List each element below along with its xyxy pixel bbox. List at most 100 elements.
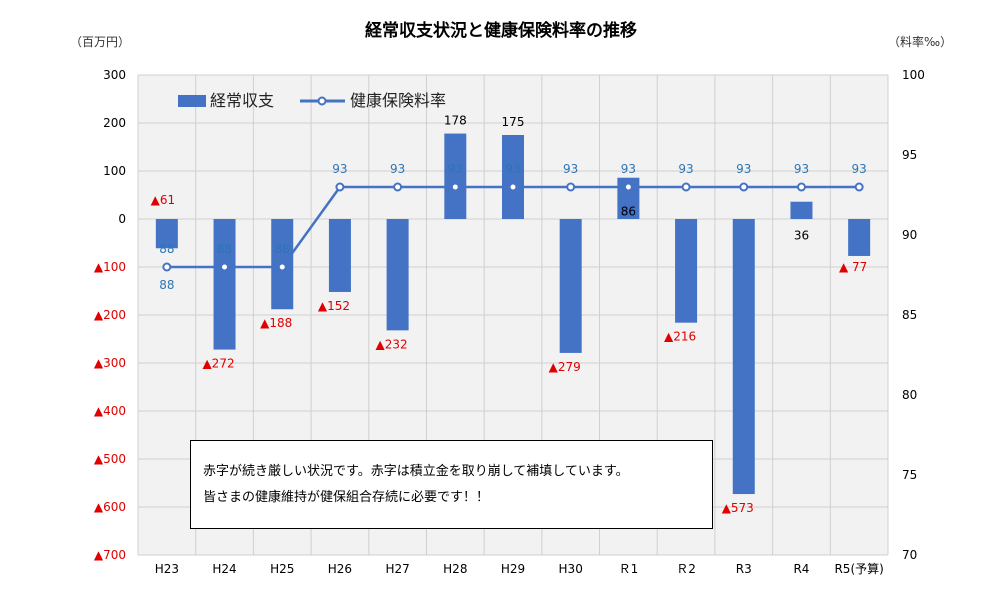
right-axis-unit: （料率‰） [888, 34, 952, 49]
left-axis-ticks: 300 200 100 0 ▲100 ▲200 ▲300 ▲400 ▲500 ▲600 ▲700 [94, 68, 126, 562]
category-label: R3 [736, 562, 752, 576]
left-tick-label: 200 [103, 116, 126, 130]
left-tick-label: ▲500 [94, 452, 126, 466]
right-axis-ticks: 100 95 90 85 80 75 70 [902, 68, 925, 562]
rate-label-H28: 93 [448, 162, 463, 176]
bar-Ｒ2 [675, 219, 698, 323]
rate-point-R5(予算) [854, 182, 864, 192]
left-tick-label: ▲700 [94, 548, 126, 562]
rate-label-H30: 93 [563, 162, 578, 176]
right-tick-label: 100 [902, 68, 925, 82]
legend: 経常収支 健康保険料率 [178, 91, 446, 110]
bar-label-H29: 175 [502, 115, 525, 129]
bar-R3 [732, 219, 755, 495]
rate-point-Ｒ1 [623, 182, 633, 192]
legend-bar-label: 経常収支 [210, 91, 274, 110]
category-label: Ｒ2 [676, 562, 696, 576]
category-label: R5(予算) [834, 561, 883, 576]
line-data-labels: 88 88 88 93 93 93 93 93 93 93 93 93 93 88 [159, 162, 867, 292]
rate-point-R3 [739, 182, 749, 192]
left-tick-label: ▲300 [94, 356, 126, 370]
rate-label-H27: 93 [390, 162, 405, 176]
legend-bar-swatch [178, 95, 206, 107]
right-tick-label: 75 [902, 468, 917, 482]
rate-point-H28 [450, 182, 460, 192]
annotation-line-2: 皆さまの健康維持が健保組合存続に必要です！！ [203, 490, 490, 505]
rate-point-H23 [162, 262, 172, 272]
line-series [162, 182, 864, 272]
bar-label-H26: ▲152 [318, 299, 350, 313]
rate-point-H25 [277, 262, 287, 272]
rate-label-H23: 88 [159, 242, 174, 256]
right-tick-label: 85 [902, 308, 917, 322]
rate-label-R3: 93 [736, 162, 751, 176]
rate-label-R4: 93 [794, 162, 809, 176]
bar-data-labels: ▲61 ▲272 ▲188 ▲152 ▲232 178 175 ▲279 86 ▲216 ▲573 3… [151, 114, 868, 515]
left-tick-label: 100 [103, 164, 126, 178]
rate-point-R4 [796, 182, 806, 192]
left-axis-unit: （百万円） [70, 35, 130, 49]
bar-label-H30: ▲279 [549, 360, 581, 374]
chart-title: 経常収支状況と健康保険料率の推移 [365, 20, 637, 41]
category-label: H26 [328, 562, 352, 576]
bar-H24 [213, 219, 236, 350]
rate-label-H25: 88 [275, 242, 290, 256]
left-tick-label: 0 [118, 212, 126, 226]
category-label: H24 [212, 562, 236, 576]
category-label: H30 [559, 562, 583, 576]
legend-line-label: 健康保険料率 [350, 91, 446, 110]
right-tick-label: 90 [902, 228, 917, 242]
category-label: Ｒ1 [619, 562, 639, 576]
bar-series [155, 133, 871, 495]
bar-R5(予算) [848, 219, 871, 256]
category-axis-labels: H23 H24 H25 H26 H27 H28 H29 H30 Ｒ1 Ｒ2 R3 R4 R5(予算) [155, 561, 884, 576]
rate-label-Ｒ2: 93 [678, 162, 693, 176]
left-tick-label: 300 [103, 68, 126, 82]
bar-H29 [502, 135, 524, 219]
bar-label-H28: 178 [444, 114, 467, 128]
rate-label-below-H23: 88 [159, 278, 174, 292]
bar-H28 [444, 133, 467, 219]
rate-point-H26 [335, 182, 345, 192]
left-tick-label: ▲600 [94, 500, 126, 514]
annotation-line-1: 赤字が続き厳しい状況です。赤字は積立金を取り崩して補填しています。 [203, 464, 629, 479]
left-tick-label: ▲200 [94, 308, 126, 322]
bar-label-R5(予算): ▲ 77 [839, 260, 867, 274]
left-tick-label: ▲100 [94, 260, 126, 274]
rate-point-Ｒ2 [681, 182, 691, 192]
category-label: R4 [793, 562, 809, 576]
bar-label-H27: ▲232 [376, 337, 408, 351]
bar-label-R4: 36 [794, 229, 809, 243]
bar-label-H25: ▲188 [260, 316, 292, 330]
right-tick-label: 70 [902, 548, 917, 562]
bar-H30 [559, 219, 582, 353]
legend-line-marker [317, 96, 327, 106]
bar-label-R3: ▲573 [722, 501, 754, 515]
category-label: H27 [385, 562, 409, 576]
category-label: H29 [501, 562, 525, 576]
rate-point-H29 [508, 182, 518, 192]
bar-label-Ｒ2: ▲216 [664, 330, 696, 344]
bar-H23 [155, 219, 178, 249]
bar-R4 [790, 201, 813, 219]
rate-label-H26: 93 [332, 162, 347, 176]
bar-H27 [386, 219, 409, 331]
category-label: H23 [155, 562, 179, 576]
category-label: H25 [270, 562, 294, 576]
bar-label-Ｒ1: 86 [621, 205, 636, 219]
right-tick-label: 95 [902, 148, 917, 162]
rate-label-Ｒ1: 93 [621, 162, 636, 176]
bar-H26 [328, 219, 351, 292]
bar-label-H23: ▲61 [151, 193, 176, 207]
left-tick-label: ▲400 [94, 404, 126, 418]
category-label: H28 [443, 562, 467, 576]
rate-label-H24: 88 [217, 242, 232, 256]
bar-label-H24: ▲272 [202, 357, 234, 371]
right-tick-label: 80 [902, 388, 917, 402]
rate-label-R5(予算): 93 [852, 162, 867, 176]
annotation-box: 赤字が続き厳しい状況です。赤字は積立金を取り崩して補填しています。 皆さまの健康… [190, 440, 713, 529]
rate-point-H27 [393, 182, 403, 192]
rate-label-H29: 93 [505, 162, 520, 176]
rate-point-H24 [220, 262, 230, 272]
rate-point-H30 [566, 182, 576, 192]
